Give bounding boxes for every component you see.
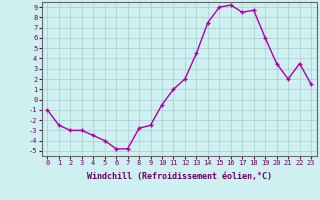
X-axis label: Windchill (Refroidissement éolien,°C): Windchill (Refroidissement éolien,°C) [87, 172, 272, 181]
